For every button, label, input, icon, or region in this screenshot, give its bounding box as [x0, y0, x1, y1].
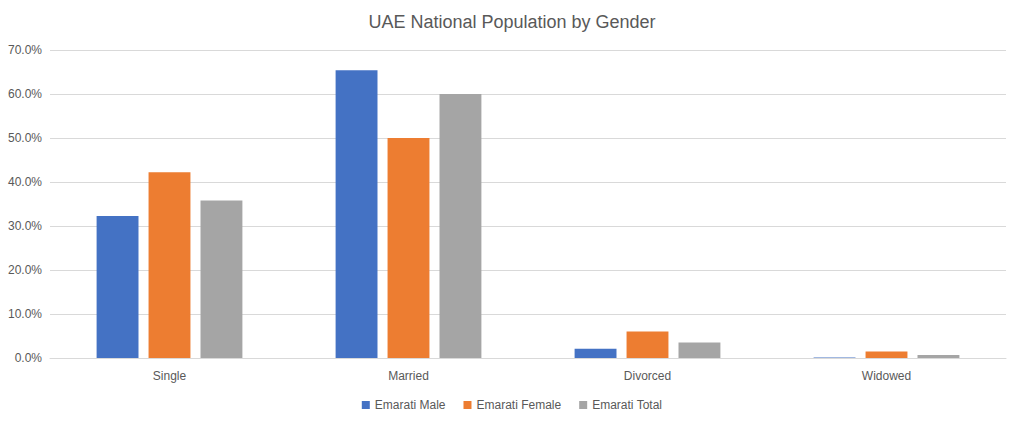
svg-text:30.0%: 30.0% [8, 219, 42, 233]
svg-text:70.0%: 70.0% [8, 43, 42, 57]
svg-text:60.0%: 60.0% [8, 87, 42, 101]
svg-text:40.0%: 40.0% [8, 175, 42, 189]
svg-text:Emarati Total: Emarati Total [592, 398, 662, 412]
svg-text:20.0%: 20.0% [8, 263, 42, 277]
svg-text:50.0%: 50.0% [8, 131, 42, 145]
svg-text:Married: Married [388, 369, 429, 383]
svg-text:Widowed: Widowed [862, 369, 911, 383]
svg-text:10.0%: 10.0% [8, 307, 42, 321]
svg-text:Single: Single [153, 369, 187, 383]
svg-text:0.0%: 0.0% [15, 351, 43, 365]
svg-text:Emarati Male: Emarati Male [375, 398, 446, 412]
svg-text:UAE National Population by Gen: UAE National Population by Gender [368, 12, 655, 32]
svg-text:Divorced: Divorced [624, 369, 671, 383]
svg-text:Emarati Female: Emarati Female [476, 398, 561, 412]
